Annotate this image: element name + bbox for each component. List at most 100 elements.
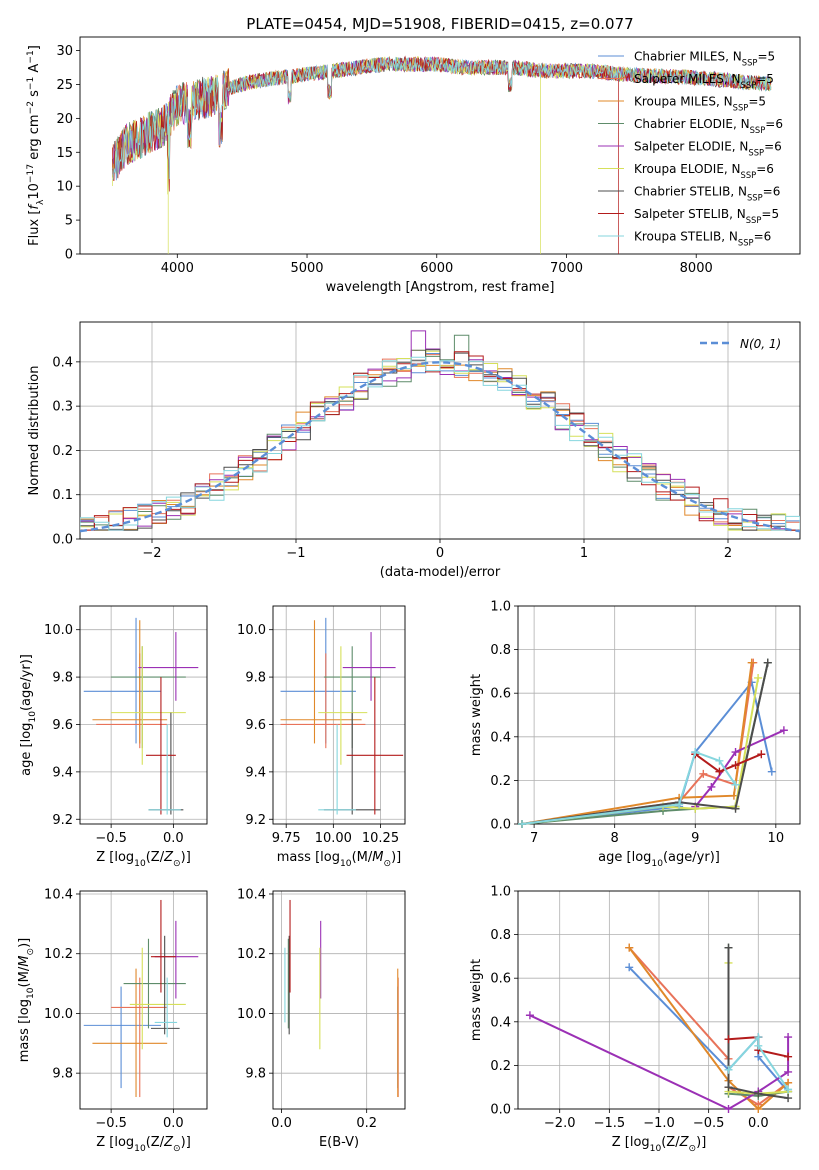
mass_weight_vs_age-x-tick-label: 10 [768, 831, 785, 846]
mass_weight_vs_age-point-marker [731, 780, 740, 789]
age_vs_mass-y-tick-label: 10.0 [237, 623, 266, 638]
mass_weight_vs_Z-y-tick-label: 0.0 [490, 1103, 511, 1118]
spectrum-legend: Chabrier MILES, NSSP=5 Salpeter MILES, NS… [598, 50, 783, 248]
mass_weight_vs_Z-y-tick-label: 0.4 [490, 1015, 511, 1030]
mass_weight_vs_Z-axes: −2.0 −1.5 −1.0 −0.5 0.0 0.0 0.2 0.4 0.6 0.8 1.0 Z [… [469, 885, 801, 1154]
mass_weight_vs_Z-frame [517, 890, 801, 1110]
mass_weight_vs_Z-point-marker [754, 1033, 763, 1042]
age_vs_Z-x-tick-label: −0.5 [95, 831, 127, 846]
residuals-x-tick-label: 0 [436, 546, 444, 561]
spectrum-y-tick-label: 30 [56, 44, 73, 59]
figure-title: PLATE=0454, MJD=51908, FIBERID=0415, z=0… [246, 15, 633, 33]
age_vs_mass-x-axis-title: mass [log10(M/M⊙)] [277, 850, 401, 869]
mass_weight_vs_age-point-marker [731, 761, 740, 770]
mass_vs_Z-x-tick-label: 0.0 [163, 1116, 184, 1131]
mass_weight_vs_age-point-marker [779, 726, 788, 735]
spectrum-legend-label: Kroupa MILES, NSSP=5 [634, 95, 766, 113]
mass_vs_Z-axes: −0.5 0.0 9.8 10.0 10.2 10.4 Z [log10(Z/Z⊙)] mas… [17, 887, 208, 1154]
age_vs_Z-errorbar-7 [145, 677, 176, 815]
age_vs_Z-y-tick-label: 9.2 [52, 813, 73, 828]
mass_vs_EBV-y-tick-label: 9.8 [245, 1067, 266, 1082]
age_vs_Z-x-tick-label: 0.0 [163, 831, 184, 846]
mass_weight_vs_age-point-marker [731, 804, 740, 813]
age_vs_mass-errorbar-1 [280, 653, 366, 749]
spectrum-y-tick-label: 20 [56, 112, 73, 127]
plot-root: 4000 5000 6000 7000 8000051015202530waveleng… [17, 36, 801, 1154]
mass_weight_vs_Z-x-tick-label: −2.0 [544, 1116, 576, 1131]
mass_weight_vs_age-point-marker [767, 767, 776, 776]
mass_weight_vs_Z-point-marker [754, 1089, 763, 1098]
mass_weight_vs_age-point-marker [691, 804, 700, 813]
spectrum-x-axis-title: wavelength [Angstrom, rest frame] [326, 280, 555, 295]
spectrum-y-axis-title: Flux [fλ10−17 erg cm−2 s−1 A−1] [26, 45, 46, 246]
normal-curve [80, 361, 800, 533]
mass_weight_vs_age-point-marker [763, 658, 772, 667]
age_vs_mass-errorbar-7 [346, 677, 404, 815]
mass_vs_Z-frame [79, 890, 208, 1110]
mass_vs_Z-y-tick-label: 10.4 [44, 887, 73, 902]
spectrum-y-tick-label: 15 [56, 146, 73, 161]
mass_weight_vs_age-point-marker [675, 800, 684, 809]
mass_vs_EBV-x-tick-label: 0.2 [356, 1116, 377, 1131]
age_vs_mass-plot-area [280, 617, 404, 815]
spectrum-x-tick-label: 5000 [290, 261, 323, 276]
mass_weight_vs_Z-point-marker [724, 943, 733, 952]
spectrum-x-tick-label: 4000 [161, 261, 194, 276]
age_vs_Z-errorbar-2 [92, 620, 168, 744]
mass_weight_vs_age-point-marker [699, 769, 708, 778]
mass_weight_vs_age-frame [517, 605, 801, 825]
spectrum-legend-label: Chabrier MILES, NSSP=5 [634, 50, 775, 68]
mass_weight_vs_Z-x-tick-label: 0.0 [748, 1116, 769, 1131]
mass_weight_vs_Z-point-marker [625, 943, 634, 952]
mass_weight_vs_Z-point-marker [525, 1011, 534, 1020]
age_vs_mass-x-tick-label: 9.75 [272, 831, 301, 846]
mass_weight_vs_Z-point-marker [784, 1067, 793, 1076]
mass_weight_vs_age-point-marker [715, 756, 724, 765]
mass_vs_Z-plot-area [83, 899, 199, 1098]
mass_vs_Z-errorbar-7 [150, 899, 176, 993]
residuals-frame [79, 321, 801, 540]
age_vs_Z-y-tick-label: 9.6 [52, 718, 73, 733]
mass_vs_EBV-x-tick-label: 0.0 [271, 1116, 292, 1131]
mass_weight_vs_Z-y-tick-label: 0.8 [490, 928, 511, 943]
mass_vs_Z-errorbar-2 [92, 968, 168, 1098]
spectrum-line-8 [112, 56, 772, 181]
age_vs_mass-errorbar-4 [342, 632, 396, 701]
mass_weight_vs_Z-series-line-8 [727, 1034, 789, 1090]
residuals-x-tick-label: 2 [724, 546, 732, 561]
spectrum-y-tick-label: 0 [65, 248, 73, 263]
mass_weight_vs_age-x-tick-label: 8 [611, 831, 619, 846]
mass_vs_EBV-frame [272, 890, 406, 1110]
age_vs_mass-errorbar-6 [323, 712, 381, 815]
age_vs_mass-x-tick-label: 10.25 [362, 831, 399, 846]
age_vs_Z-errorbar-3 [111, 646, 186, 749]
mass_weight_vs_Z-point-marker [724, 1083, 733, 1092]
residual-histogram-7 [80, 351, 800, 531]
mass_vs_Z-y-tick-label: 10.0 [44, 1007, 73, 1022]
spectrum-legend-label: Kroupa STELIB, NSSP=6 [634, 230, 771, 248]
mass_vs_Z-errorbar-6 [150, 935, 180, 1035]
mass_weight_vs_Z-point-marker [724, 1035, 733, 1044]
mass_vs_Z-x-tick-label: −0.5 [95, 1116, 127, 1131]
mass_weight_vs_age-series-line-3 [521, 662, 769, 825]
residuals-x-tick-label: −2 [142, 546, 161, 561]
mass_weight_vs_age-point-marker [518, 820, 527, 828]
mass_vs_Z-errorbar-8 [154, 977, 178, 1038]
mass_weight_vs_Z-x-axis-title: Z [log10(Z/Z⊙)] [612, 1135, 707, 1154]
mass_weight_vs_age-point-marker [731, 748, 740, 757]
spectrum-x-tick-label: 6000 [420, 261, 453, 276]
residuals-axes: −2 −1 0 1 2 0.0 0.1 0.2 0.3 0.4 (data-model)/error… [27, 321, 801, 580]
age_vs_mass-y-tick-label: 9.2 [245, 813, 266, 828]
spectrum-y-tick-label: 25 [56, 78, 73, 93]
age_vs_mass-x-tick-label: 10.00 [315, 831, 352, 846]
spectrum-legend-label: Salpeter MILES, NSSP=5 [634, 72, 774, 90]
mass_weight_vs_age-point-marker [757, 750, 766, 759]
mass_weight_vs_age-point-marker [691, 748, 700, 757]
age_vs_mass-frame [272, 605, 406, 825]
residuals-x-tick-label: −1 [286, 546, 305, 561]
mass_weight_vs_Z-point-marker [784, 1094, 793, 1103]
residuals-x-axis-title: (data-model)/error [380, 565, 501, 580]
residual-histogram-8 [80, 356, 800, 531]
age_vs_Z-errorbar-0 [83, 617, 161, 744]
